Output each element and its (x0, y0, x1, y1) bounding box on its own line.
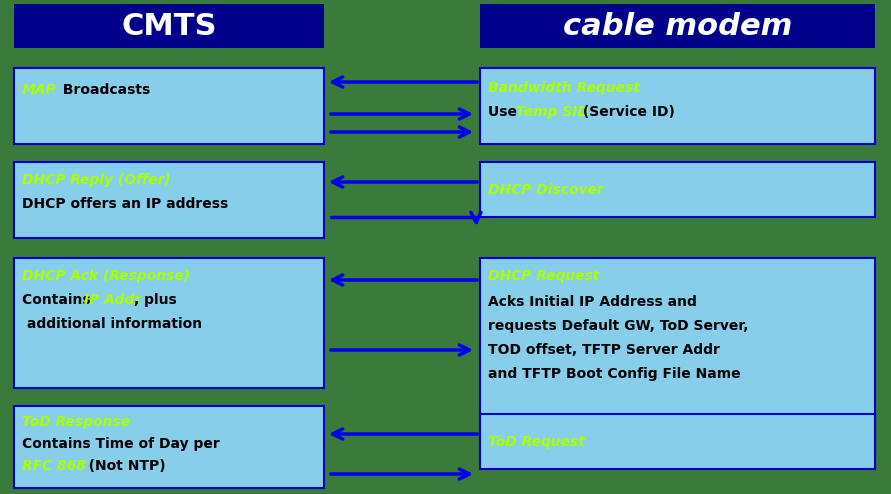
Text: DHCP Discover: DHCP Discover (488, 183, 604, 197)
Text: DHCP Reply (Offer): DHCP Reply (Offer) (22, 173, 171, 187)
Text: requests Default GW, ToD Server,: requests Default GW, ToD Server, (488, 319, 748, 333)
Text: DHCP Ack (Response): DHCP Ack (Response) (22, 269, 190, 283)
Text: Contains Time of Day per: Contains Time of Day per (22, 437, 220, 451)
FancyBboxPatch shape (14, 4, 324, 48)
FancyBboxPatch shape (14, 68, 324, 144)
FancyBboxPatch shape (14, 258, 324, 388)
FancyBboxPatch shape (480, 258, 875, 458)
Text: Acks Initial IP Address and: Acks Initial IP Address and (488, 295, 697, 309)
Text: Bandwidth Request: Bandwidth Request (488, 81, 640, 95)
Text: additional information: additional information (22, 317, 202, 331)
FancyBboxPatch shape (480, 4, 875, 48)
Text: cable modem: cable modem (563, 11, 792, 41)
Text: DHCP Request: DHCP Request (488, 269, 600, 283)
Text: (Service ID): (Service ID) (578, 105, 674, 119)
Text: DHCP offers an IP address: DHCP offers an IP address (22, 197, 228, 211)
Text: TOD offset, TFTP Server Addr: TOD offset, TFTP Server Addr (488, 343, 720, 357)
Text: Temp SID: Temp SID (516, 105, 589, 119)
Text: ToD Response: ToD Response (22, 415, 130, 429)
Text: IP Addr: IP Addr (84, 293, 141, 307)
Text: Broadcasts: Broadcasts (58, 83, 151, 97)
Text: , plus: , plus (134, 293, 176, 307)
Text: RFC 868: RFC 868 (22, 459, 86, 473)
FancyBboxPatch shape (480, 162, 875, 217)
FancyBboxPatch shape (14, 162, 324, 238)
FancyBboxPatch shape (480, 414, 875, 469)
FancyBboxPatch shape (14, 406, 324, 488)
Text: Contains: Contains (22, 293, 95, 307)
Text: ToD Request: ToD Request (488, 435, 584, 449)
Text: (Not NTP): (Not NTP) (74, 459, 166, 473)
FancyBboxPatch shape (480, 68, 875, 144)
Text: Use: Use (488, 105, 522, 119)
Text: CMTS: CMTS (121, 11, 217, 41)
Text: MAP: MAP (22, 83, 57, 97)
Text: and TFTP Boot Config File Name: and TFTP Boot Config File Name (488, 367, 740, 381)
